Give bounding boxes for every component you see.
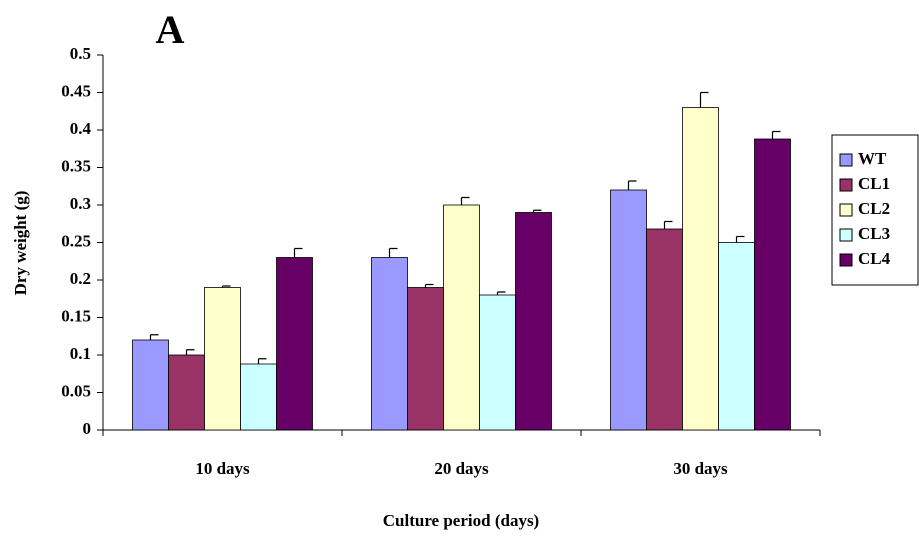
y-tick-label: 0.25 — [61, 231, 91, 250]
legend-swatch — [839, 228, 853, 242]
error-bar — [185, 349, 195, 355]
y-axis-label: Dry weight (g) — [11, 191, 30, 296]
legend-label: CL3 — [858, 224, 890, 243]
y-tick-label: 0.5 — [70, 44, 91, 63]
error-bar — [424, 283, 434, 288]
y-tick-label: 0.2 — [70, 269, 91, 288]
legend-swatch — [839, 153, 853, 167]
y-tick-label: 0.15 — [61, 306, 91, 325]
y-tick-label: 0.05 — [61, 381, 91, 400]
y-tick-label: 0.4 — [70, 119, 92, 138]
bar — [371, 257, 408, 431]
bar — [646, 228, 683, 431]
error-bar — [532, 209, 542, 213]
y-tick-label: 0.1 — [70, 344, 91, 363]
y-tick-label: 0.45 — [61, 81, 91, 100]
error-bar — [149, 334, 159, 340]
bar — [168, 354, 205, 431]
x-axis-label: Culture period (days) — [383, 511, 539, 530]
x-tick-label: 10 days — [195, 459, 250, 478]
legend-label: CL1 — [858, 174, 890, 193]
x-tick-label: 30 days — [673, 459, 728, 478]
error-bar — [460, 196, 470, 205]
error-bar — [627, 180, 637, 190]
error-bar — [293, 247, 303, 258]
legend-swatch — [839, 203, 853, 217]
y-tick-label: 0 — [83, 419, 92, 438]
error-bar — [771, 130, 781, 139]
legend-swatch — [839, 178, 853, 192]
error-bar — [257, 358, 267, 364]
error-bar — [663, 220, 673, 229]
legend-label: CL2 — [858, 199, 890, 218]
bar — [718, 242, 755, 431]
legend-swatch — [839, 253, 853, 267]
error-bar — [496, 291, 506, 295]
legend-label: WT — [858, 149, 887, 168]
y-tick-label: 0.35 — [61, 156, 91, 175]
bar — [443, 204, 480, 431]
bar — [407, 287, 444, 431]
legend-label: CL4 — [858, 249, 891, 268]
x-tick-label: 20 days — [434, 459, 489, 478]
bar — [276, 257, 313, 431]
error-bar — [221, 285, 231, 288]
bar — [204, 287, 241, 431]
bar — [240, 363, 277, 431]
bar — [610, 189, 647, 431]
chart-title: A — [156, 7, 185, 52]
bar — [682, 107, 719, 431]
y-tick-label: 0.3 — [70, 194, 91, 213]
bar — [515, 212, 552, 431]
bar — [479, 294, 516, 431]
error-bar — [699, 91, 709, 108]
bar — [754, 138, 791, 431]
error-bar — [388, 247, 398, 258]
bar — [132, 339, 169, 431]
error-bar — [735, 235, 745, 243]
